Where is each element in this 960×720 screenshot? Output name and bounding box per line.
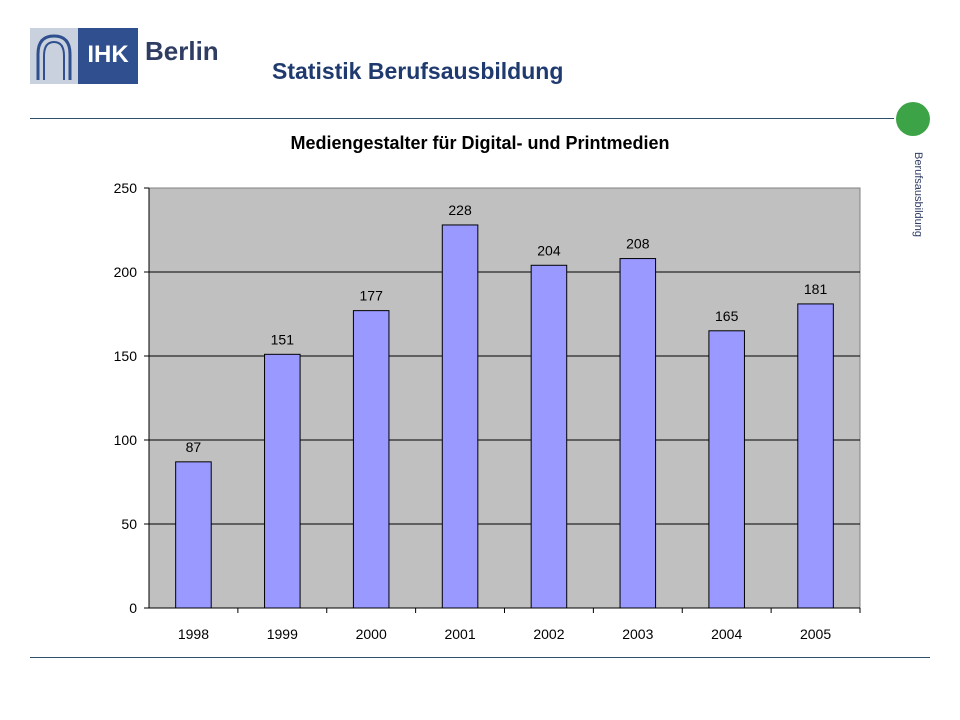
x-tick-label: 2003: [622, 626, 653, 642]
data-label: 177: [360, 288, 384, 304]
bottom-divider: [30, 657, 930, 658]
x-tick-label: 2004: [711, 626, 742, 642]
y-tick-label: 150: [114, 348, 138, 364]
bar: [797, 303, 834, 609]
bar: [175, 461, 212, 609]
bar: [530, 264, 568, 609]
y-tick-label: 200: [114, 264, 138, 280]
x-tick-label: 2005: [800, 626, 831, 642]
y-tick-label: 50: [121, 516, 137, 532]
chart-title: Mediengestalter für Digital- und Printme…: [290, 133, 670, 153]
x-tick-label: 1999: [267, 626, 298, 642]
x-tick-label: 2002: [533, 626, 564, 642]
bar: [352, 310, 390, 609]
data-label: 87: [186, 439, 202, 455]
data-label: 204: [537, 242, 561, 258]
bar: [441, 224, 479, 609]
svg-text:IHK: IHK: [87, 41, 129, 68]
x-tick-label: 2001: [444, 626, 475, 642]
page-title: Statistik Berufsausbildung: [272, 58, 564, 84]
y-tick-label: 0: [129, 600, 137, 616]
plot-area: [148, 187, 861, 609]
y-tick-label: 100: [114, 432, 138, 448]
data-label: 181: [804, 281, 828, 297]
ihk-berlin-logo: IHK: [30, 28, 138, 84]
green-circle-icon: [896, 102, 930, 136]
data-label: 208: [626, 236, 650, 252]
x-tick-label: 1998: [178, 626, 209, 642]
bar: [708, 330, 745, 609]
y-tick-label: 250: [114, 180, 138, 196]
bar: [619, 258, 657, 609]
logo-wordmark: Berlin: [145, 36, 219, 66]
bar: [264, 353, 301, 609]
data-label: 165: [715, 308, 739, 324]
x-tick-label: 2000: [356, 626, 387, 642]
data-label: 228: [448, 202, 472, 218]
top-divider: [30, 118, 894, 119]
data-label: 151: [271, 331, 295, 347]
side-label: Berufsausbildung: [912, 152, 924, 238]
